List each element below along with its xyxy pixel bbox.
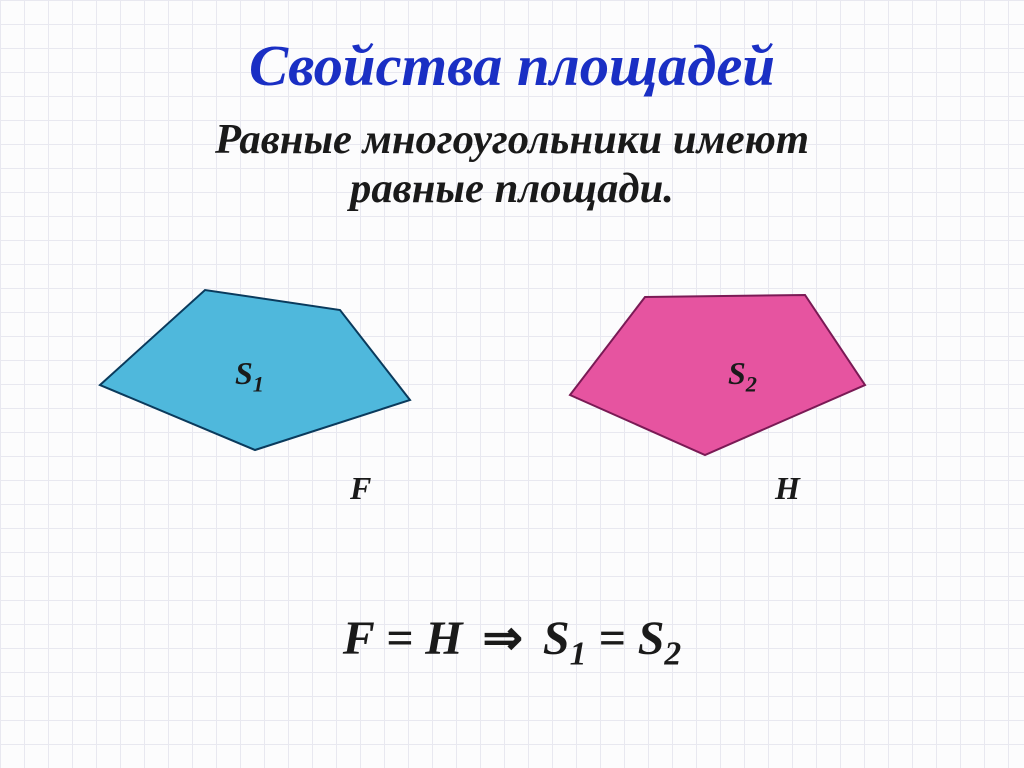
polygon-left-wrap: S1 F <box>90 270 420 470</box>
formula-lhs: F = H <box>343 612 463 665</box>
polygon-right-path <box>570 295 865 455</box>
slide-content: Свойства площадей Равные многоугольники … <box>0 0 1024 768</box>
arrow-icon: ⇒ <box>483 612 523 665</box>
polygon-left-inside-label: S1 <box>235 355 264 397</box>
subtitle-line-1: Равные многоугольники имеют <box>0 115 1024 164</box>
formula: F = H ⇒ S1 = S2 <box>0 610 1024 674</box>
subtitle-line-2: равные площади. <box>0 164 1024 213</box>
polygon-right-wrap: S2 H <box>550 275 880 475</box>
formula-rhs: S1 = S2 <box>543 612 681 665</box>
slide-subtitle: Равные многоугольники имеют равные площа… <box>0 115 1024 213</box>
slide-title: Свойства площадей <box>0 32 1024 99</box>
polygon-right-inside-label: S2 <box>728 355 757 397</box>
polygon-right-below-label: H <box>775 470 800 507</box>
polygon-left-below-label: F <box>350 470 371 507</box>
polygon-right-shape <box>550 275 880 475</box>
